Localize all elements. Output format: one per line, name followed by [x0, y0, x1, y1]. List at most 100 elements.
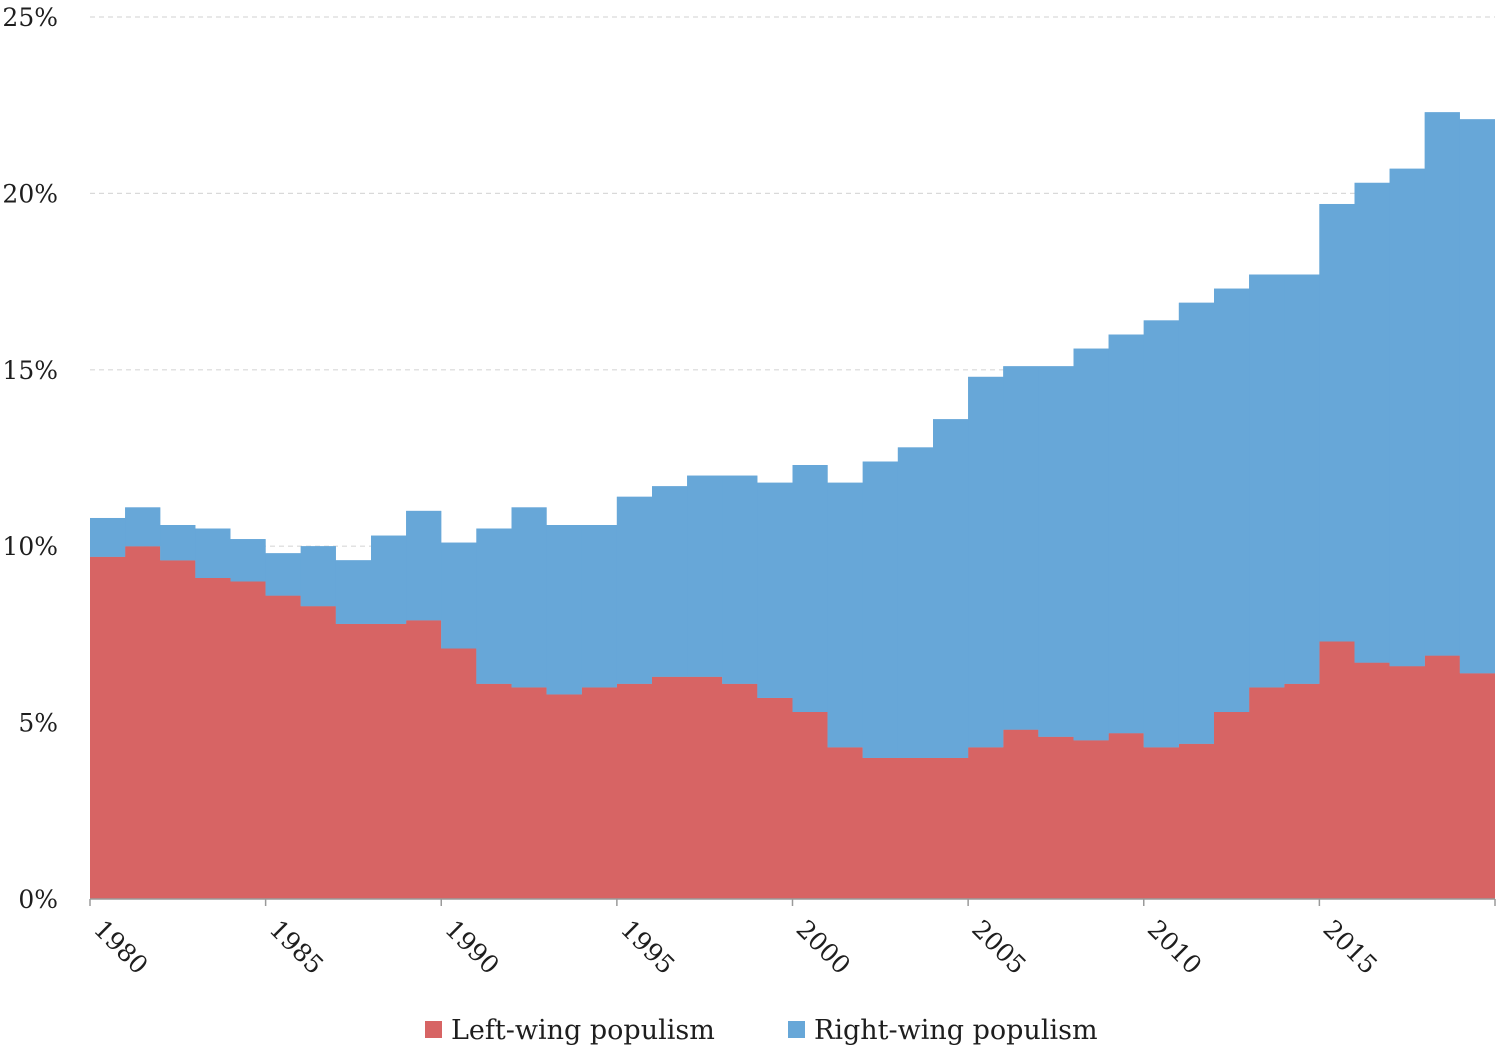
data-bar-right-2003 — [897, 447, 933, 758]
data-bar-right-2008 — [1073, 348, 1109, 741]
data-bar-right-2013 — [1249, 274, 1285, 688]
data-bar-left-1998 — [722, 683, 758, 899]
data-bar-left-1983 — [195, 577, 231, 899]
data-bar-left-2015 — [1319, 641, 1355, 899]
data-bar-left-2008 — [1073, 740, 1109, 899]
data-bar-left-1985 — [265, 595, 301, 899]
data-bar-right-2017 — [1389, 168, 1425, 667]
data-bar-left-1986 — [300, 606, 336, 899]
data-bar-left-2019 — [1459, 673, 1495, 899]
data-bar-left-2012 — [1214, 712, 1250, 899]
data-bar-left-1997 — [687, 676, 723, 899]
y-tick-label: 0% — [18, 885, 58, 914]
data-bar-left-1996 — [652, 676, 688, 899]
data-bar-left-2006 — [1003, 729, 1039, 899]
data-bar-left-1984 — [230, 581, 266, 899]
data-bar-left-2007 — [1038, 736, 1074, 899]
y-axis-labels: 0% 5% 10% 15% 20% 25% — [2, 3, 58, 914]
legend-label-right-wing: Right-wing populism — [814, 1015, 1098, 1046]
data-bar-right-1989 — [406, 510, 442, 621]
data-bar-left-1990 — [441, 648, 477, 899]
data-bar-left-2013 — [1249, 687, 1285, 899]
legend-swatch-left-wing — [425, 1021, 442, 1038]
data-bar-left-2011 — [1178, 743, 1214, 899]
data-bar-right-2002 — [862, 461, 898, 758]
data-bar-left-2010 — [1143, 747, 1179, 899]
data-bar-right-1987 — [335, 560, 371, 624]
data-bar-right-2006 — [1003, 366, 1039, 730]
data-bar-left-1999 — [757, 697, 793, 899]
data-bar-right-2004 — [933, 419, 969, 758]
data-bar-left-2003 — [897, 757, 933, 899]
axes — [89, 898, 1496, 906]
legend: Left-wing populism Right-wing populism — [425, 1015, 1098, 1046]
data-bar-left-1994 — [581, 687, 617, 899]
y-tick-label: 25% — [2, 3, 58, 32]
data-bar-right-1997 — [687, 475, 723, 677]
data-bar-left-1981 — [125, 546, 161, 899]
data-bar-left-2004 — [933, 757, 969, 899]
data-bar-right-1983 — [195, 528, 231, 578]
data-bar-right-2014 — [1284, 274, 1320, 684]
data-bar-right-1980 — [90, 517, 126, 557]
data-bar-right-1994 — [581, 525, 617, 688]
data-bar-right-1998 — [722, 475, 758, 684]
data-bar-right-2015 — [1319, 203, 1355, 642]
x-tick-label: 1990 — [439, 914, 504, 979]
data-bar-left-1982 — [160, 560, 196, 899]
data-bar-right-1984 — [230, 539, 266, 582]
x-tick-label: 2005 — [966, 914, 1031, 979]
legend-label-left-wing: Left-wing populism — [451, 1015, 715, 1046]
data-bar-left-1988 — [371, 623, 407, 899]
data-bar-right-1993 — [546, 525, 582, 695]
data-bar-right-1986 — [300, 546, 336, 607]
data-bar-right-1982 — [160, 525, 196, 561]
data-bar-right-2016 — [1354, 182, 1390, 663]
data-bar-right-1995 — [616, 496, 652, 684]
data-bar-left-2009 — [1108, 733, 1144, 899]
data-bar-right-2019 — [1459, 119, 1495, 674]
data-bar-right-2012 — [1214, 288, 1250, 713]
data-bar-right-2011 — [1178, 302, 1214, 744]
y-tick-label: 15% — [2, 356, 58, 385]
data-bar-left-2000 — [792, 712, 828, 899]
data-bar-left-2001 — [827, 747, 863, 899]
data-bar-right-2018 — [1424, 112, 1460, 656]
data-bar-right-1999 — [757, 482, 793, 698]
data-bar-left-1980 — [90, 556, 126, 899]
y-tick-label: 20% — [2, 179, 58, 208]
x-tick-label: 1985 — [264, 914, 329, 979]
x-tick-label: 2015 — [1317, 914, 1382, 979]
data-bar-left-1989 — [406, 620, 442, 899]
data-bar-left-1992 — [511, 687, 547, 899]
x-tick-label: 2010 — [1142, 914, 1207, 979]
x-tick-label: 1995 — [615, 914, 680, 979]
data-bar-right-1985 — [265, 553, 301, 596]
data-bar-left-1993 — [546, 694, 582, 899]
data-bar-left-1995 — [616, 683, 652, 899]
data-bar-left-2017 — [1389, 666, 1425, 899]
data-bar-right-2009 — [1108, 334, 1144, 734]
data-bar-right-2005 — [968, 376, 1004, 748]
data-bar-left-2005 — [968, 747, 1004, 899]
data-bar-left-2014 — [1284, 683, 1320, 899]
x-axis-labels: 1980 1985 1990 1995 2000 2005 2010 2015 — [88, 914, 1383, 979]
data-bar-left-1987 — [335, 623, 371, 899]
y-tick-label: 10% — [2, 532, 58, 561]
data-bar-right-1981 — [125, 507, 161, 547]
data-bar-left-2018 — [1424, 655, 1460, 899]
x-tick-label: 2000 — [791, 914, 856, 979]
data-bar-right-1996 — [652, 486, 688, 677]
data-bar-left-2002 — [862, 757, 898, 899]
data-bar-left-1991 — [476, 683, 512, 899]
plot-area — [90, 112, 1495, 899]
x-tick-label: 1980 — [88, 914, 153, 979]
legend-swatch-right-wing — [788, 1021, 805, 1038]
data-bar-right-1988 — [371, 535, 407, 624]
data-bar-right-1991 — [476, 528, 512, 684]
data-bar-right-2000 — [792, 465, 828, 713]
y-tick-label: 5% — [18, 709, 58, 738]
data-bar-right-2007 — [1038, 366, 1074, 737]
data-bar-right-1990 — [441, 542, 477, 649]
